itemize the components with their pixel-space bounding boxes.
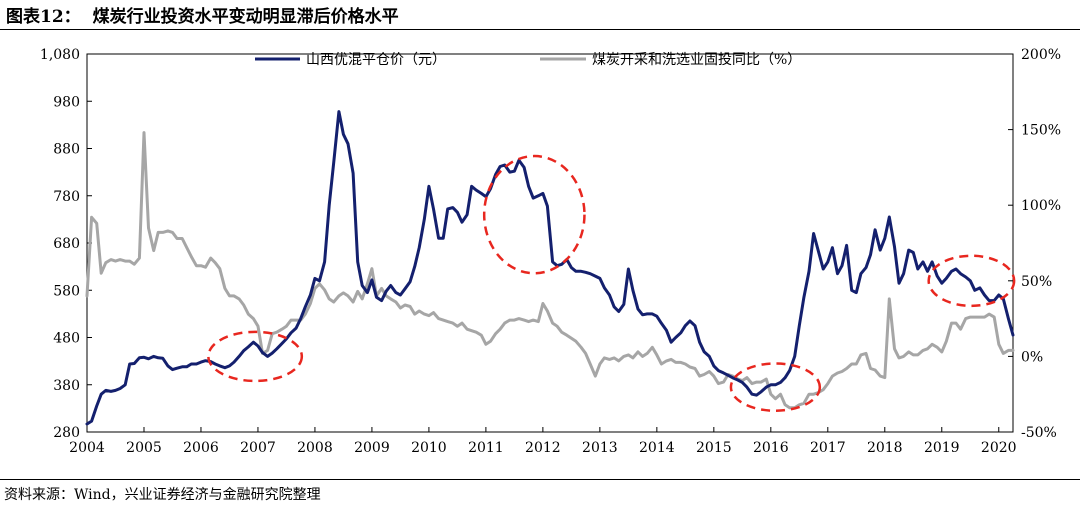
x-axis-tick-label: 2014 [639,440,675,456]
x-axis-tick-label: 2012 [525,440,561,456]
left-axis-tick-label: 780 [53,189,80,205]
right-axis-tick-label: 100% [1021,198,1061,214]
right-axis-tick-label: 200% [1021,47,1061,63]
bottom-rule [0,479,1080,480]
figure-title-text: 煤炭行业投资水平变动明显滞后价格水平 [92,7,399,27]
x-axis-tick-label: 2016 [753,440,789,456]
left-axis-tick-label: 380 [53,378,80,394]
x-axis-tick-label: 2015 [696,440,732,456]
left-axis-tick-label: 880 [53,142,80,158]
right-axis-tick-label: 0% [1021,349,1043,365]
left-axis-tick-label: 480 [53,331,80,347]
legend-label-coal-investment: 煤炭开采和洗选业固投同比（%） [592,52,801,68]
x-axis-tick-label: 2013 [582,440,618,456]
figure-number: 图表12： [6,7,81,27]
series-line-coal-investment [85,131,1015,410]
left-axis-tick-label: 980 [53,94,80,110]
x-axis-tick-label: 2010 [411,440,447,456]
x-axis-tick-label: 2011 [468,440,504,456]
x-axis-tick-label: 2006 [183,440,219,456]
x-axis-tick-label: 2005 [126,440,162,456]
x-axis-tick-label: 2009 [354,440,390,456]
highlight-ellipse-3 [729,362,822,412]
x-axis-tick-label: 2004 [69,440,105,456]
highlight-ellipse-1 [207,330,304,383]
right-axis-tick-label: -50% [1021,425,1057,441]
right-axis-tick-label: 50% [1021,274,1052,290]
top-rule [0,29,1080,30]
left-axis-tick-label: 680 [53,236,80,252]
figure-title: 图表12： 煤炭行业投资水平变动明显滞后价格水平 [6,2,399,27]
x-axis-tick-label: 2019 [924,440,960,456]
x-axis-tick-label: 2007 [240,440,276,456]
x-axis-tick-label: 2020 [981,440,1017,456]
highlight-ellipse-4 [927,254,1016,308]
legend-label-coal-price: 山西优混平仓价（元） [306,52,446,68]
highlight-ellipse-2 [482,154,586,275]
series-line-coal-price [85,110,1015,426]
left-axis-tick-label: 1,080 [40,47,80,63]
left-axis-tick-label: 280 [53,425,80,441]
dual-axis-line-chart: 280 380 480 580 680 780 880 980 1,080 -50% 0% 50% 10… [40,47,1061,456]
x-axis-tick-label: 2018 [867,440,903,456]
left-axis-tick-label: 580 [53,283,80,299]
x-axis-tick-label: 2008 [297,440,333,456]
right-axis-tick-label: 150% [1021,123,1061,139]
x-axis-tick-label: 2017 [810,440,846,456]
source-note: 资料来源：Wind，兴业证券经济与金融研究院整理 [4,487,321,503]
